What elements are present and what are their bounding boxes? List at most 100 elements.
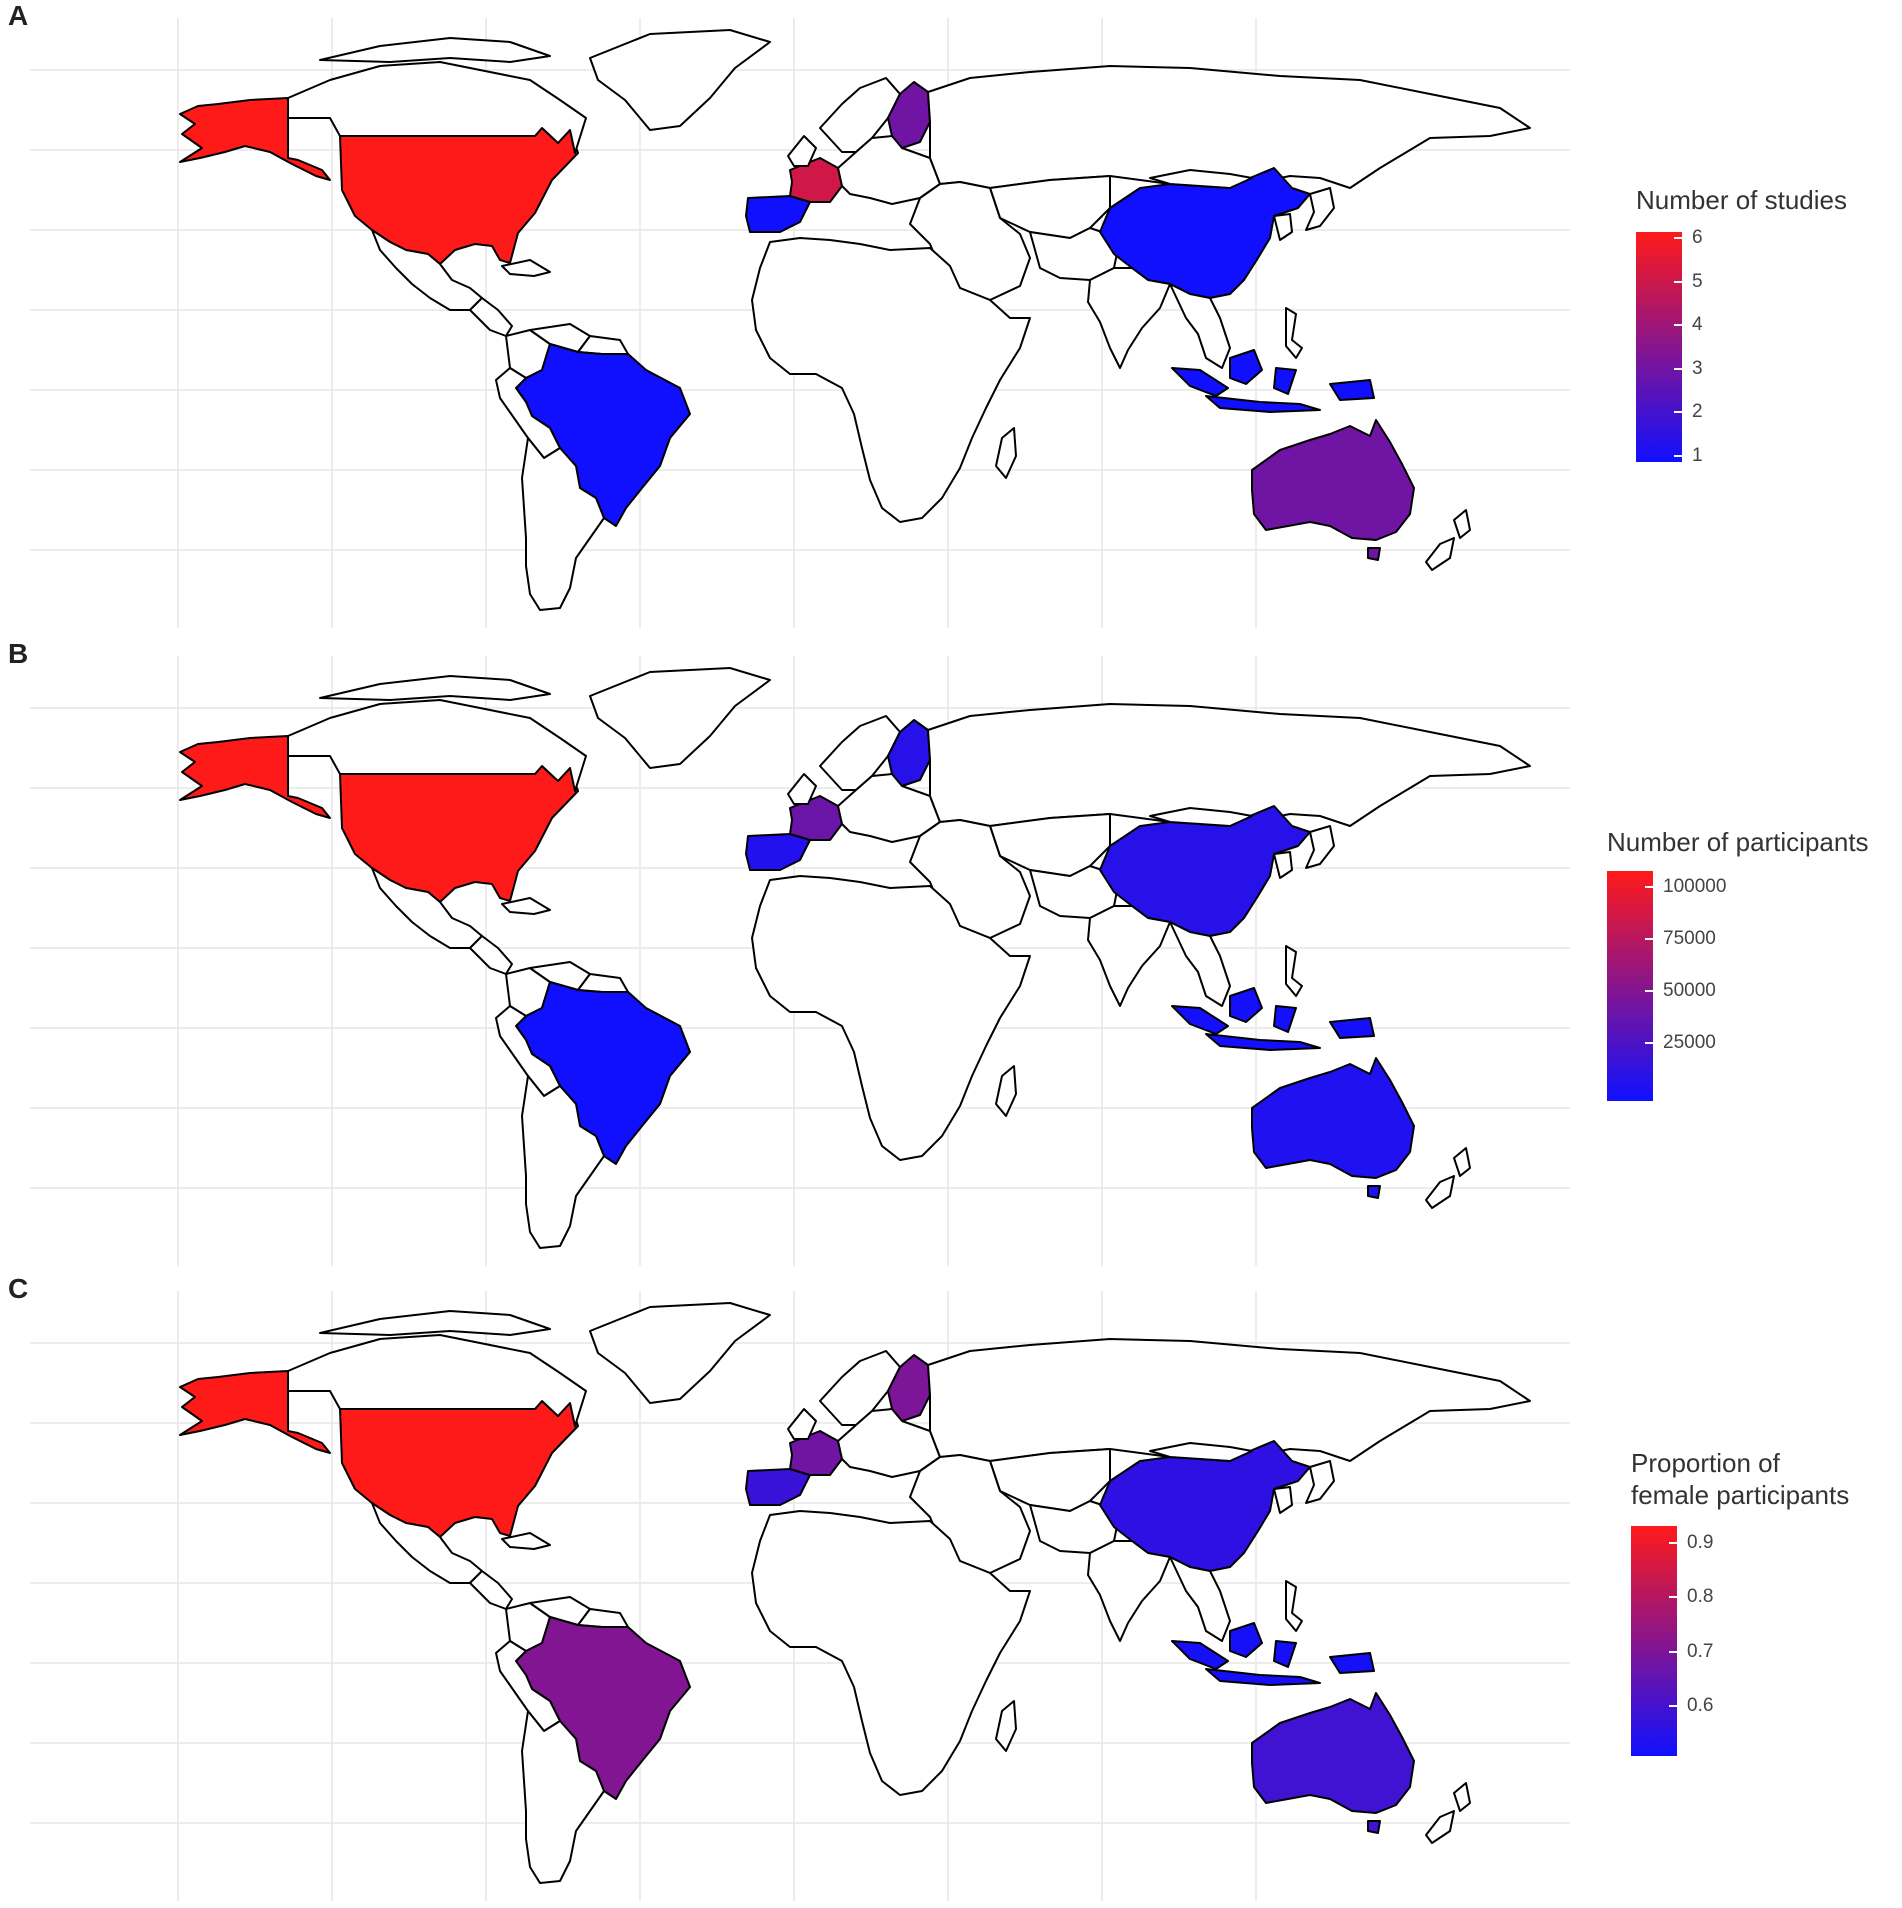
country-usa: [339, 127, 579, 265]
country-australia: [1251, 1692, 1415, 1814]
panel-label: A: [8, 0, 29, 31]
legend-tick-label: 0.6: [1687, 1695, 1714, 1717]
country-canada-arctic: [319, 675, 551, 701]
legend-tick: [1674, 280, 1682, 283]
country-australia: [1251, 419, 1415, 541]
country-canada: [287, 61, 587, 154]
country-greenland: [589, 29, 771, 131]
legend-colorbar: [1607, 871, 1653, 1101]
country-alaska: [179, 1370, 331, 1454]
country-uk: [787, 135, 817, 167]
legend: Number of participants 100000 75000 50000 2…: [1607, 826, 1869, 1101]
legend-colorbar: [1636, 232, 1682, 462]
legend: Proportion of female participants 0.9 0.8…: [1631, 1447, 1850, 1756]
panel-label: B: [8, 638, 29, 669]
country-argentina-chile: [521, 1710, 605, 1884]
country-canada: [287, 1334, 587, 1427]
country-indonesia: [1171, 349, 1375, 413]
panel-label: C: [8, 1273, 29, 1304]
country-tasmania: [1367, 1820, 1381, 1834]
country-central-am: [469, 297, 513, 337]
legend-tick-label: 5: [1692, 270, 1703, 292]
world-map: [30, 1291, 1570, 1901]
country-australia: [1251, 1057, 1415, 1179]
country-usa: [339, 765, 579, 903]
country-se-asia: [1169, 283, 1231, 369]
country-africa: [751, 1510, 1031, 1796]
country-madagascar: [995, 1700, 1017, 1752]
country-canada-arctic: [319, 1310, 551, 1336]
panel-a: A Number of studies 6 5 4 3 2 1: [0, 0, 1902, 635]
legend-tick-label: 75000: [1663, 928, 1716, 950]
legend-tick-label: 25000: [1663, 1032, 1716, 1054]
country-france: [789, 1430, 843, 1476]
country-turkey-me: [909, 181, 1031, 301]
legend-title: Proportion of female participants: [1631, 1448, 1850, 1510]
country-mongolia: [1149, 1442, 1253, 1462]
country-se-asia: [1169, 1556, 1231, 1642]
legend-tick: [1674, 324, 1682, 327]
legend: Number of studies 6 5 4 3 2 1: [1636, 184, 1847, 466]
legend-title: Number of participants: [1607, 827, 1869, 857]
country-central-am: [469, 935, 513, 975]
country-tasmania: [1367, 1185, 1381, 1199]
legend-tick: [1645, 938, 1653, 941]
legend-tick-label: 3: [1692, 357, 1703, 379]
country-canada: [287, 699, 587, 792]
legend-tick-label: 1: [1692, 445, 1703, 466]
country-greenland: [589, 667, 771, 769]
legend-tick: [1645, 990, 1653, 993]
country-turkey-me: [909, 1454, 1031, 1574]
country-mongolia: [1149, 807, 1253, 827]
country-spain: [745, 195, 811, 233]
country-caribbean: [501, 897, 551, 915]
country-korea-japan: [1273, 1460, 1335, 1514]
country-korea-japan: [1273, 825, 1335, 879]
country-alaska: [179, 97, 331, 181]
country-usa: [339, 1400, 579, 1538]
country-canada-arctic: [319, 37, 551, 63]
country-argentina-chile: [521, 1075, 605, 1249]
country-korea-japan: [1273, 187, 1335, 241]
legend-tick: [1645, 1042, 1653, 1045]
legend-tick-label: 0.9: [1687, 1531, 1714, 1553]
country-philippines: [1285, 1580, 1303, 1632]
legend-tick: [1674, 455, 1682, 457]
country-nz: [1425, 509, 1471, 571]
country-madagascar: [995, 1065, 1017, 1117]
legend-tick: [1674, 237, 1682, 239]
country-mongolia: [1149, 169, 1253, 189]
legend-tick: [1674, 411, 1682, 414]
country-tasmania: [1367, 547, 1381, 561]
legend-tick: [1669, 1596, 1677, 1599]
country-turkey-me: [909, 819, 1031, 939]
country-alaska: [179, 735, 331, 819]
legend-tick: [1674, 367, 1682, 370]
country-france: [789, 795, 843, 841]
country-spain: [745, 1468, 811, 1506]
country-philippines: [1285, 945, 1303, 997]
legend-tick-label: 4: [1692, 314, 1703, 336]
country-uk: [787, 773, 817, 805]
world-map: [30, 656, 1570, 1266]
country-india: [1087, 905, 1171, 1007]
country-indonesia: [1171, 987, 1375, 1051]
country-se-asia: [1169, 921, 1231, 1007]
country-spain: [745, 833, 811, 871]
country-argentina-chile: [521, 437, 605, 611]
legend-tick: [1669, 1541, 1677, 1544]
country-africa: [751, 237, 1031, 523]
country-france: [789, 157, 843, 203]
country-nz: [1425, 1147, 1471, 1209]
country-central-am: [469, 1570, 513, 1610]
country-uk: [787, 1408, 817, 1440]
country-caribbean: [501, 259, 551, 277]
country-indonesia: [1171, 1622, 1375, 1686]
legend-tick: [1669, 1650, 1677, 1653]
country-madagascar: [995, 427, 1017, 479]
legend-tick-label: 50000: [1663, 980, 1716, 1002]
legend-tick: [1645, 886, 1653, 889]
legend-tick: [1669, 1705, 1677, 1708]
country-caribbean: [501, 1532, 551, 1550]
panel-c: C Proportion of female participants 0.9 0…: [0, 1273, 1902, 1908]
